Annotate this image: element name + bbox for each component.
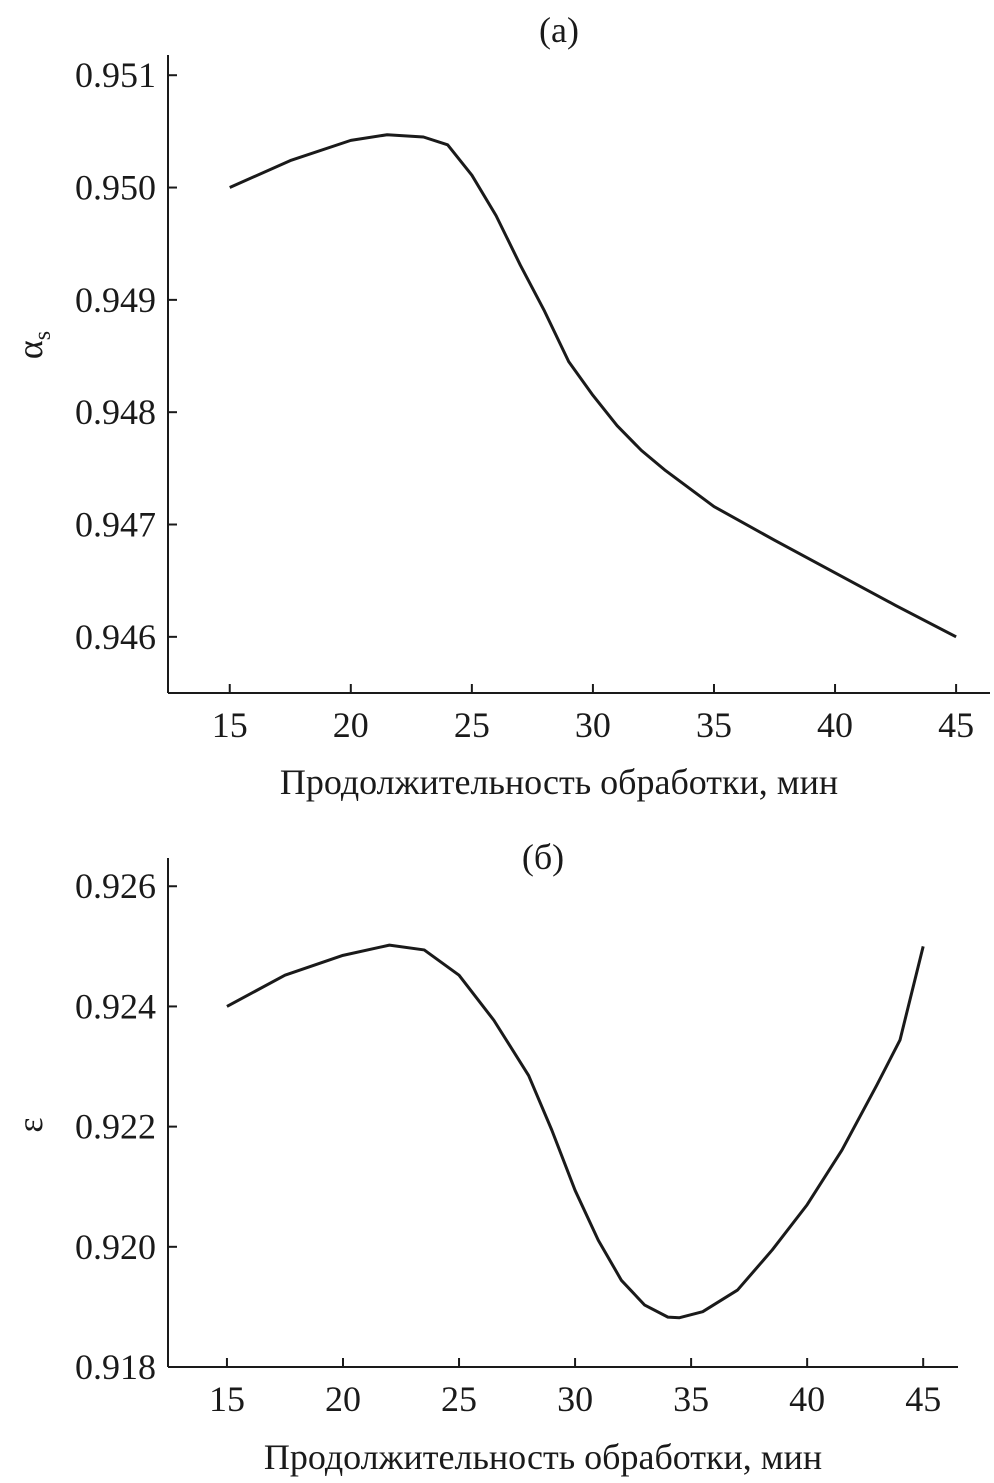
y-tick-label: 0.946	[75, 617, 156, 657]
x-axis-label: Продолжительность обработки, мин	[264, 1437, 822, 1477]
x-axis-label: Продолжительность обработки, мин	[280, 762, 838, 802]
y-tick-label: 0.949	[75, 280, 156, 320]
y-axis-label-subscript: s	[30, 331, 56, 340]
y-tick-label: 0.951	[75, 55, 156, 95]
y-tick-label: 0.920	[75, 1227, 156, 1267]
x-tick-label: 20	[333, 705, 369, 745]
x-tick-label: 25	[454, 705, 490, 745]
x-tick-label: 45	[938, 705, 974, 745]
y-axis-label-main: α	[10, 340, 50, 359]
y-tick-label: 0.948	[75, 392, 156, 432]
y-tick-label: 0.947	[75, 505, 156, 545]
y-tick-label: 0.924	[75, 986, 156, 1026]
x-tick-label: 30	[575, 705, 611, 745]
y-tick-label: 0.926	[75, 866, 156, 906]
data-line	[226, 943, 925, 1320]
x-tick-label: 40	[817, 705, 853, 745]
data-line	[229, 133, 957, 639]
y-axis-label: ε	[10, 1117, 50, 1132]
y-tick-label: 0.922	[75, 1107, 156, 1147]
subplot: (б) Продолжительность обработки, мин ε 0.91…	[10, 837, 958, 1477]
y-tick-label: 0.950	[75, 168, 156, 208]
y-tick-label: 0.918	[75, 1347, 156, 1387]
x-tick-label: 25	[441, 1379, 477, 1419]
x-tick-label: 45	[905, 1379, 941, 1419]
x-tick-label: 30	[557, 1379, 593, 1419]
x-tick-label: 15	[209, 1379, 245, 1419]
subplot-title: (б)	[522, 837, 564, 877]
x-tick-label: 35	[696, 705, 732, 745]
x-tick-label: 20	[325, 1379, 361, 1419]
subplot: (a) Продолжительность обработки, мин αs 0.9…	[10, 10, 990, 802]
y-axis-label: αs	[10, 331, 56, 359]
y-axis-label-main: ε	[10, 1117, 50, 1132]
subplot-title: (a)	[539, 10, 579, 50]
x-tick-label: 35	[673, 1379, 709, 1419]
x-tick-label: 40	[789, 1379, 825, 1419]
x-tick-label: 15	[212, 705, 248, 745]
